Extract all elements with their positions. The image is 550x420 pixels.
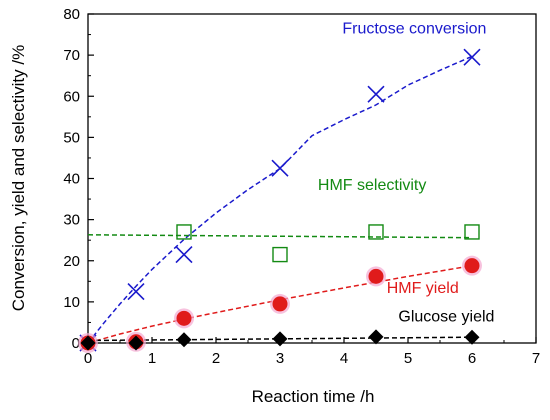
fructose-conversion-point [127, 283, 145, 301]
x-tick-label: 5 [404, 350, 412, 367]
fructose-conversion-label: Fructose conversion [342, 21, 486, 38]
hmf-selectivity-point [176, 224, 192, 240]
y-tick-label: 80 [63, 6, 80, 23]
hmf-yield-label: HMF yield [387, 280, 459, 297]
hmf-yield-point [176, 310, 192, 326]
glucose-yield-point [128, 335, 144, 351]
fructose-conversion-point [175, 246, 193, 264]
hmf-selectivity-point [272, 246, 288, 263]
y-tick-label: 30 [63, 212, 80, 229]
glucose-yield-point [464, 329, 480, 345]
hmf-yield-point [464, 258, 480, 274]
y-tick-label: 60 [63, 88, 80, 105]
plot-frame [87, 13, 537, 344]
y-tick-label: 0 [72, 335, 80, 352]
x-tick-label: 1 [148, 350, 156, 367]
glucose-yield-point [80, 335, 96, 351]
glucose-yield-point [176, 332, 192, 348]
glucose-yield-label: Glucose yield [398, 309, 494, 326]
y-axis-label: Conversion, yield and selectivity /% [9, 45, 28, 311]
hmf-yield-point [272, 296, 288, 312]
glucose-yield-point [368, 329, 384, 345]
y-tick-label: 20 [63, 253, 80, 270]
y-tick-label: 40 [63, 171, 80, 188]
glucose-yield-point [272, 331, 288, 347]
hmf-selectivity-point [368, 224, 384, 240]
hmf-selectivity-label: HMF selectivity [318, 177, 426, 194]
y-tick-label: 70 [63, 47, 80, 64]
fructose-conversion-point [463, 48, 481, 66]
x-axis-label: Reaction time /h [252, 387, 375, 406]
y-tick-label: 50 [63, 129, 80, 146]
x-tick-label: 4 [340, 350, 348, 367]
fructose-conversion-point [367, 85, 385, 103]
x-tick-label: 7 [532, 350, 540, 367]
fructose-conversion-trend-line [87, 55, 473, 344]
hmf-yield-point [368, 268, 384, 284]
x-tick-label: 0 [84, 350, 92, 367]
hmf-selectivity-point [464, 224, 480, 240]
y-tick-label: 10 [63, 294, 80, 311]
x-tick-label: 2 [212, 350, 220, 367]
hmf-selectivity-trend-line [87, 234, 473, 239]
fructose-conversion-point [271, 159, 289, 177]
x-tick-label: 3 [276, 350, 284, 367]
hmf-yield-trend-line [87, 264, 473, 344]
x-tick-label: 6 [468, 350, 476, 367]
